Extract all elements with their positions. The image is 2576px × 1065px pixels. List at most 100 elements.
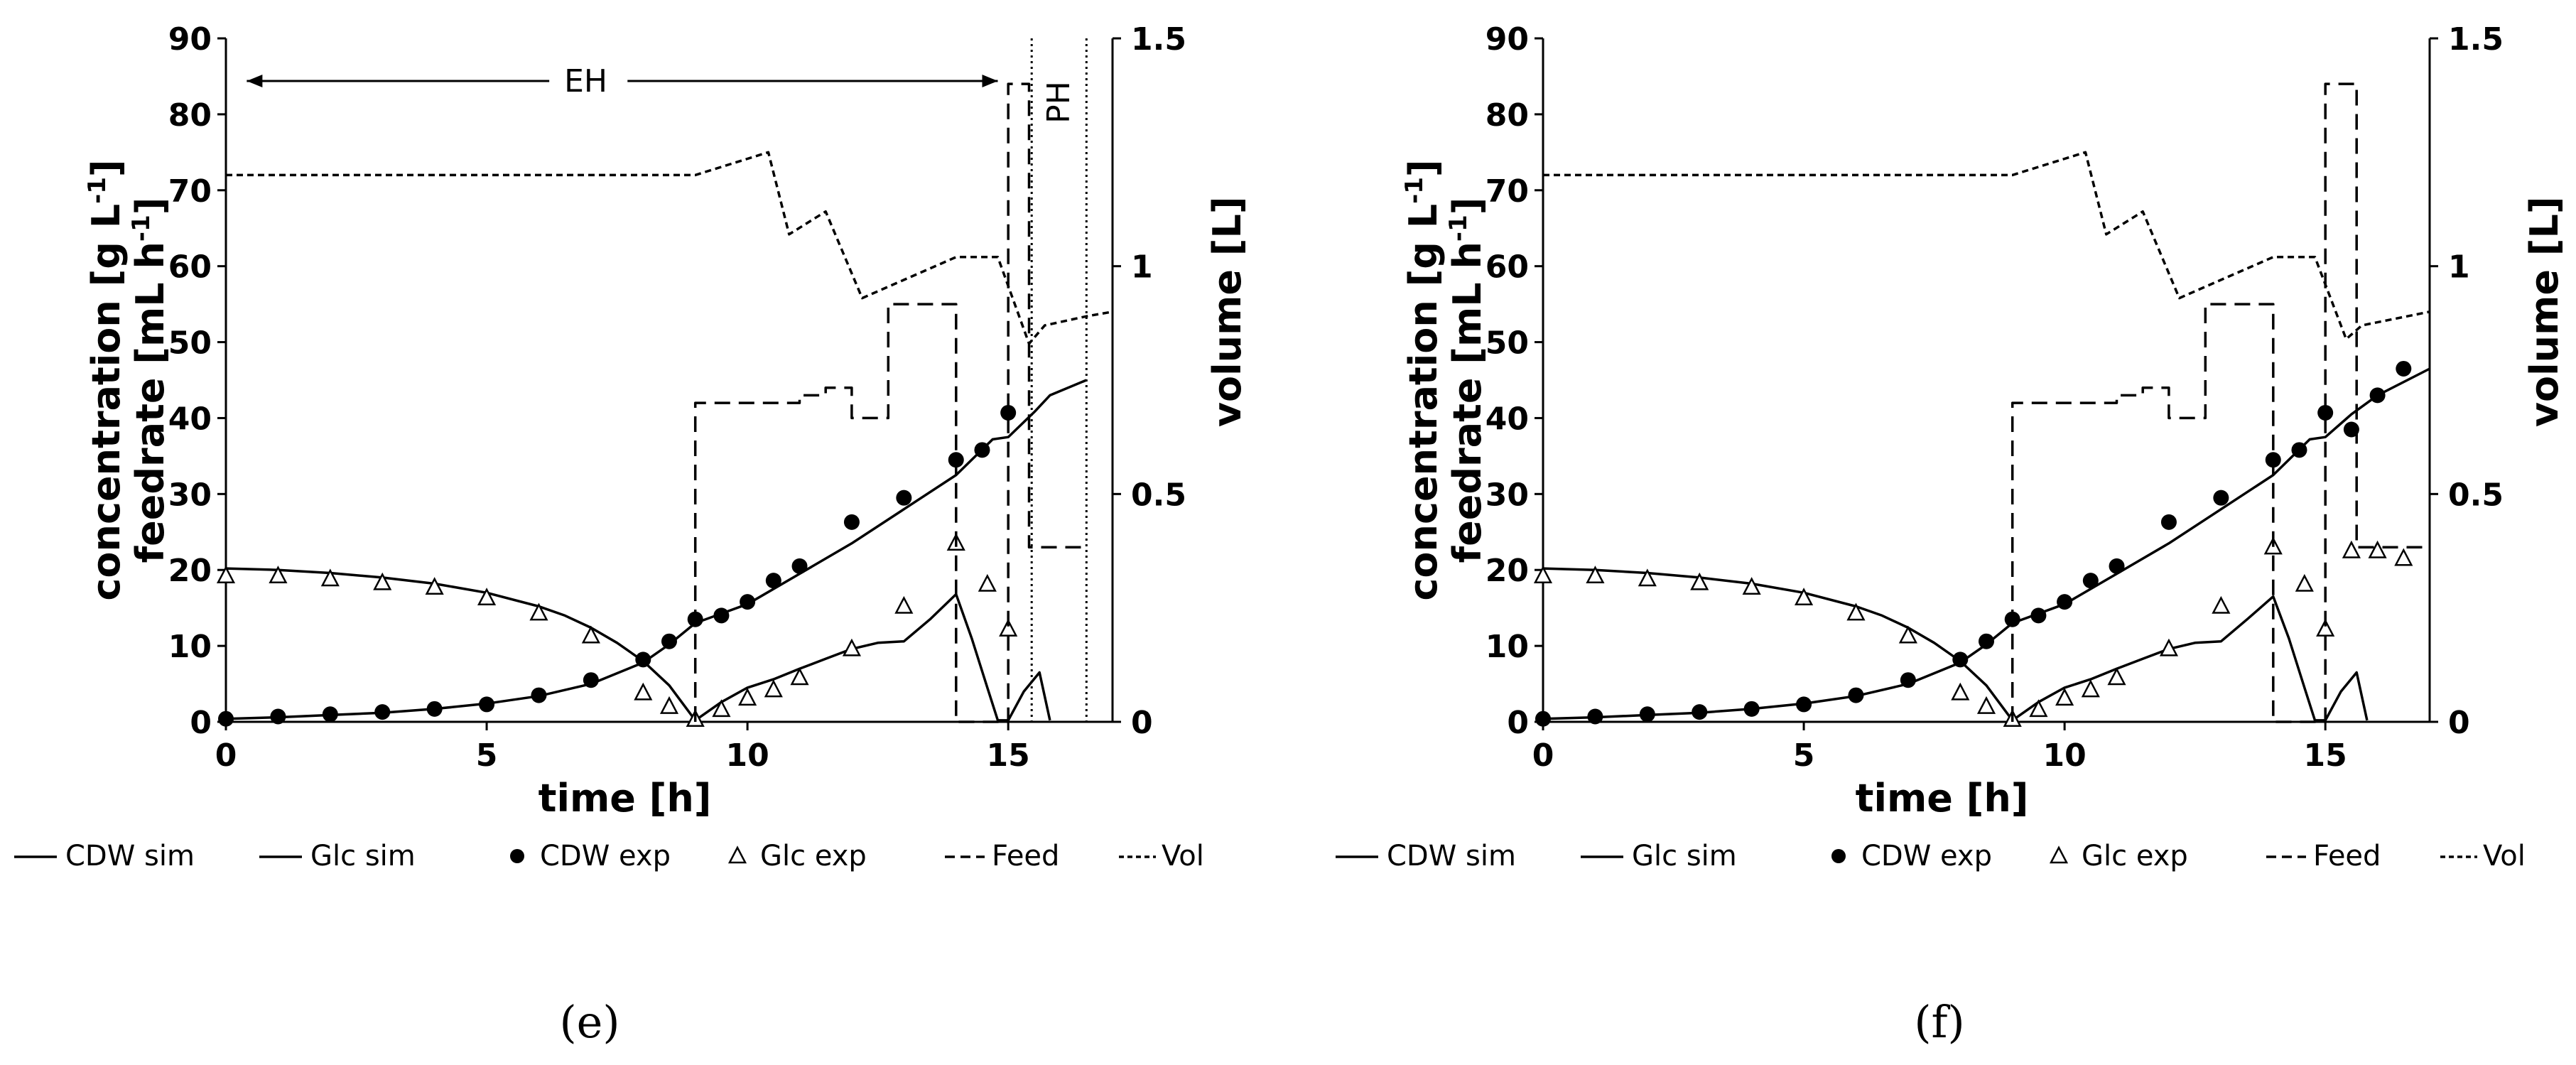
- legend-label: CDW sim: [1387, 840, 1516, 872]
- cdw-exp-point: [218, 710, 234, 727]
- cdw-exp-point: [2082, 573, 2099, 589]
- arrowhead-left: [247, 75, 263, 87]
- cdw-exp-point: [1796, 696, 1812, 713]
- cdw-exp-point: [740, 594, 756, 610]
- glc-exp-point: [1586, 566, 1605, 584]
- series-line-feed: [693, 82, 1087, 723]
- glc-exp-point: [2081, 679, 2100, 698]
- y-tick-label: 30: [1485, 477, 1529, 513]
- glc-exp-point: [1951, 682, 1970, 701]
- x-axis-label: time [h]: [1856, 776, 2029, 821]
- panel-label: (e): [559, 996, 619, 1048]
- glc-exp-point: [2342, 540, 2361, 558]
- y-axis-label-line: feedrate [mL h-1]: [127, 198, 173, 563]
- cdw-exp-point: [1639, 706, 1655, 723]
- cdw-exp-point: [1692, 704, 1708, 720]
- y-tick-label: 90: [168, 21, 212, 58]
- legend-label: CDW exp: [1861, 840, 1992, 872]
- glc-exp-point: [2029, 699, 2048, 718]
- x-tick-label: 5: [1793, 737, 1815, 774]
- y-axis-label-line: concentration [g L-1]: [1400, 159, 1446, 600]
- legend-label: Vol: [2483, 840, 2526, 872]
- y-tick-label: 40: [1485, 401, 1529, 437]
- y2-tick-label: 0: [2448, 705, 2470, 741]
- legend-label: Glc exp: [760, 840, 867, 872]
- legend-swatch-triangle: [727, 845, 747, 864]
- legend-label: Feed: [2313, 840, 2381, 872]
- cdw-exp-point: [1900, 672, 1916, 688]
- glc-exp-point: [1690, 572, 1709, 590]
- legend-label: Glc sim: [310, 840, 416, 872]
- glc-exp-point: [2295, 573, 2314, 592]
- glc-exp-point: [1976, 696, 1996, 714]
- x-tick-label: 5: [476, 737, 498, 774]
- cdw-exp-point: [1535, 710, 1551, 727]
- legend-swatch-triangle: [2049, 845, 2069, 864]
- y2-axis-label: volume [L]: [2522, 196, 2567, 427]
- y2-axis-label: volume [L]: [1205, 196, 1250, 427]
- glc-exp-point: [2159, 638, 2179, 656]
- x-tick-label: 10: [726, 737, 769, 774]
- cdw-exp-point: [765, 573, 781, 589]
- y-tick-label: 20: [1485, 553, 1529, 589]
- series-line-vol: [226, 151, 1113, 345]
- glc-exp-point: [216, 566, 236, 584]
- y-axis-label: concentration [g L-1]feedrate [mL h-1]: [83, 159, 173, 600]
- glc-exp-point: [425, 577, 444, 595]
- y-tick-label: 10: [1485, 629, 1529, 665]
- x-tick-label: 15: [987, 737, 1030, 774]
- x-tick-label: 0: [215, 737, 237, 774]
- series-line-glc-sim: [225, 567, 1051, 722]
- series-line-vol: [1543, 151, 2430, 341]
- legend-label: Vol: [1162, 840, 1204, 872]
- legend-label: CDW sim: [65, 840, 195, 872]
- y-tick-label: 70: [1485, 173, 1529, 210]
- cdw-exp-point: [1587, 708, 1603, 725]
- glc-exp-point: [764, 679, 783, 698]
- glc-exp-point: [529, 602, 548, 621]
- cdw-exp-point: [974, 442, 990, 458]
- arrowhead-right: [982, 75, 998, 87]
- cdw-exp-point: [374, 704, 391, 720]
- glc-exp-point: [659, 696, 679, 714]
- y2-tick-label: 1: [1131, 249, 1153, 286]
- y2-tick-label: 0.5: [1131, 477, 1186, 513]
- y-tick-label: 60: [1485, 249, 1529, 286]
- cdw-exp-point: [843, 514, 860, 530]
- cdw-exp-point: [2057, 594, 2073, 610]
- y-tick-label: 30: [168, 477, 212, 513]
- y-tick-label: 0: [1507, 705, 1529, 741]
- cdw-exp-point: [2213, 490, 2229, 506]
- y-tick-label: 0: [190, 705, 212, 741]
- cdw-exp-point: [1979, 633, 1994, 649]
- y-tick-label: 50: [168, 325, 212, 362]
- cdw-exp-point: [322, 706, 338, 723]
- x-axis-label: time [h]: [539, 776, 712, 821]
- legend-label: CDW exp: [540, 840, 671, 872]
- cdw-exp-point: [2160, 514, 2177, 530]
- glc-exp-point: [634, 682, 653, 701]
- legend-label: Feed: [992, 840, 1059, 872]
- series-line-glc-sim: [1542, 567, 2369, 722]
- cdw-exp-point: [2317, 404, 2334, 421]
- glc-exp-point: [712, 699, 731, 718]
- cdw-exp-point: [583, 672, 599, 688]
- glc-exp-point: [738, 688, 757, 706]
- legend-label: Glc exp: [2082, 840, 2188, 872]
- y-tick-label: 80: [168, 97, 212, 134]
- x-tick-label: 15: [2304, 737, 2347, 774]
- y-tick-label: 50: [1485, 325, 1529, 362]
- glc-exp-point: [1898, 625, 1917, 644]
- cdw-exp-point: [531, 687, 547, 703]
- y-tick-label: 60: [168, 249, 212, 286]
- glc-exp-point: [269, 566, 288, 584]
- panel-label: (f): [1914, 996, 1964, 1048]
- glc-exp-point: [978, 573, 997, 592]
- y-tick-label: 20: [168, 553, 212, 589]
- cdw-exp-point: [1952, 652, 1969, 668]
- y2-tick-label: 0.5: [2448, 477, 2504, 513]
- glc-exp-point: [842, 638, 862, 656]
- glc-exp-point: [1846, 602, 1866, 621]
- cdw-exp-point: [2396, 360, 2412, 377]
